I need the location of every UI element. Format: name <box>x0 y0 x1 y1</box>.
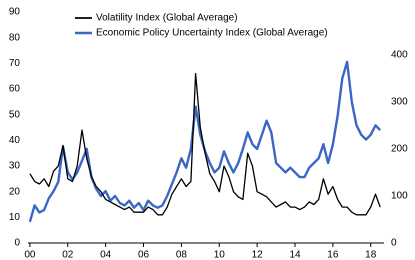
x-tick-label: 02 <box>62 250 74 260</box>
y2-tick-label: 0 <box>391 238 397 249</box>
y2-tick-label: 100 <box>391 191 408 202</box>
x-tick-label: 00 <box>24 250 36 260</box>
y-tick-label: 90 <box>9 7 21 18</box>
y2-tick-label: 200 <box>391 144 408 155</box>
y2-tick-label: 300 <box>391 97 408 108</box>
x-tick-label: 06 <box>138 250 150 260</box>
y-tick-label: 30 <box>9 161 21 172</box>
y-tick-label: 10 <box>9 212 21 223</box>
y-tick-label: 70 <box>9 58 21 69</box>
x-tick-label: 08 <box>176 250 188 260</box>
x-tick-label: 16 <box>327 250 339 260</box>
line-series <box>29 72 381 216</box>
y-tick-label: 60 <box>9 84 21 95</box>
x-tick-label: 14 <box>289 250 301 260</box>
x-tick-label: 04 <box>100 250 112 260</box>
x-tick-label: 10 <box>214 250 226 260</box>
y-tick-label: 40 <box>9 135 21 146</box>
y-tick-label: 80 <box>9 32 21 43</box>
x-tick-label: 12 <box>252 250 264 260</box>
legend-label: Economic Policy Uncertainty Index (Globa… <box>96 28 328 39</box>
y-tick-label: 0 <box>14 238 20 249</box>
y-tick-label: 20 <box>9 186 21 197</box>
line-series <box>28 60 382 223</box>
x-tick-label: 18 <box>365 250 377 260</box>
legend-label: Volatility Index (Global Average) <box>96 13 238 24</box>
y2-tick-label: 400 <box>391 49 408 60</box>
y-tick-label: 50 <box>9 109 21 120</box>
